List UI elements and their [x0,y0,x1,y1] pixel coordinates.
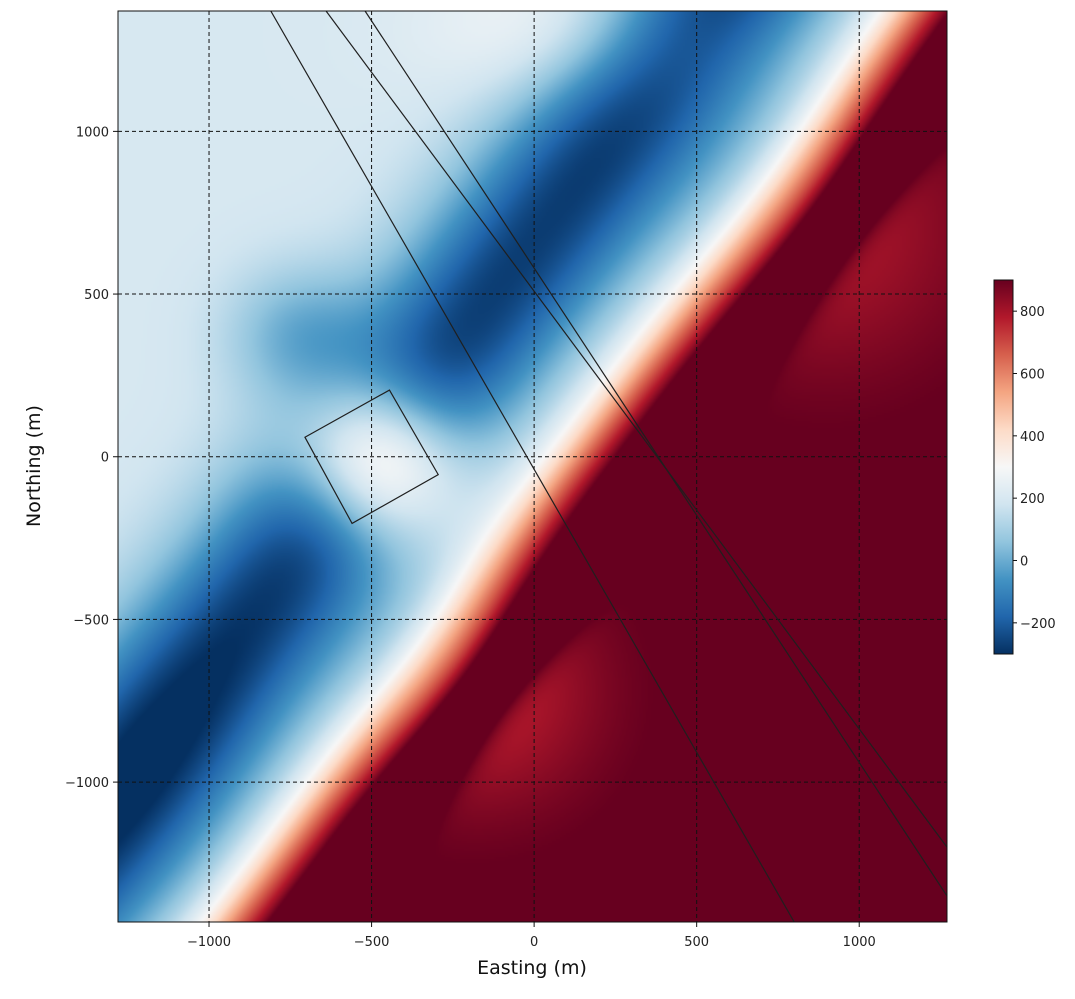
grid-lines [118,11,947,922]
block-outline [304,389,440,525]
contour-line [364,11,947,897]
x-tick-label: −500 [354,935,390,950]
x-tick-label: −1000 [187,935,231,950]
x-tick-label: 1000 [843,935,876,950]
x-axis: −1000 −500 0 500 1000 [187,922,876,950]
colorbar-tick-label: 0 [1020,555,1028,570]
colorbar: −200 0 200 400 600 800 [993,279,1056,655]
x-tick-label: 500 [684,935,709,950]
y-axis: −1000 −500 0 500 1000 [65,125,118,791]
colorbar-gradient [993,279,1014,655]
colorbar-tick-label: 400 [1020,430,1045,445]
colorbar-ticks: −200 0 200 400 600 800 [1013,305,1056,632]
contour-lines [270,11,947,922]
y-tick-label: −500 [73,613,109,628]
colorbar-tick-label: −200 [1020,617,1056,632]
colorbar-tick-label: 800 [1020,305,1045,320]
x-axis-title: Easting (m) [477,957,587,979]
colorbar-tick-label: 200 [1020,492,1045,507]
y-tick-label: 1000 [76,125,109,140]
x-tick-label: 0 [530,935,538,950]
y-tick-label: 500 [84,288,109,303]
y-axis-title: Northing (m) [23,405,45,527]
y-tick-label: −1000 [65,776,109,791]
y-tick-label: 0 [101,451,109,466]
plot-frame [117,10,948,923]
contour-line [325,11,947,848]
colorbar-tick-label: 600 [1020,368,1045,383]
plot-area [117,10,948,923]
contour-line [270,11,795,922]
